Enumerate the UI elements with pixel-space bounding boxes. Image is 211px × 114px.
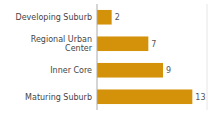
- value-label: 7: [151, 40, 156, 49]
- range-end-line: [207, 4, 208, 110]
- value-label: 9: [166, 66, 171, 75]
- category-label: Developing Suburb: [15, 13, 92, 22]
- category-label-line: Regional Urban: [31, 35, 92, 44]
- category-label: Maturing Suburb: [25, 93, 92, 102]
- bar: [97, 89, 192, 104]
- bar: [97, 63, 163, 78]
- category-label: Regional UrbanCenter: [31, 35, 93, 53]
- value-label: 13: [195, 93, 205, 102]
- bars: [97, 10, 192, 104]
- category-label-line: Center: [65, 44, 93, 53]
- category-label-line: Inner Core: [50, 66, 92, 75]
- value-label: 2: [115, 13, 120, 22]
- chart-svg: Developing Suburb Regional UrbanCenter Inn…: [0, 0, 211, 114]
- category-label: Inner Core: [50, 66, 92, 75]
- axis-line: [97, 4, 98, 110]
- chart: Developing Suburb Regional UrbanCenter Inn…: [0, 0, 211, 114]
- bar: [97, 10, 112, 25]
- category-label-line: Maturing Suburb: [25, 93, 92, 102]
- category-label-line: Developing Suburb: [15, 13, 92, 22]
- bar: [97, 36, 148, 51]
